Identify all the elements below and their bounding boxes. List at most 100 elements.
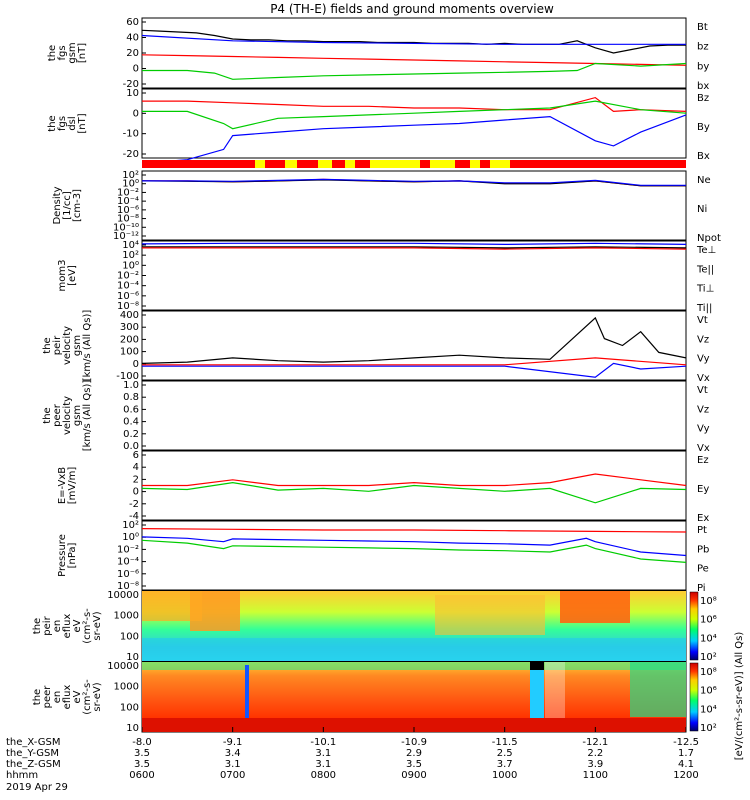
y-tick-label: 0.0 <box>123 441 139 452</box>
x-axis-row-label: the_Z-GSM <box>6 759 61 770</box>
y-axis-label: the <box>32 689 43 705</box>
legend-entry: Ti|| <box>696 303 712 314</box>
colorbar-tick-label: 10⁸ <box>700 667 717 678</box>
ion-spectrogram <box>142 591 686 661</box>
x-axis-value: -8.0 <box>132 737 152 748</box>
x-axis-value: 3.4 <box>225 748 241 759</box>
y-tick-label: 2 <box>133 474 139 485</box>
series-line-Npot <box>142 178 686 186</box>
y-tick-label: 4 <box>133 462 139 473</box>
series-line-Ey <box>141 481 687 504</box>
y-axis-label: the <box>42 337 53 353</box>
colorbar-ions <box>689 591 699 661</box>
y-axis-label: fgs <box>57 45 68 60</box>
y-tick-label: 10⁻⁸ <box>117 214 139 225</box>
y-tick-label: 10⁻⁸ <box>117 581 139 592</box>
legend-entry: Ex <box>697 513 709 524</box>
y-axis-label: (cm²-s- <box>82 608 93 644</box>
legend-entry: Vy <box>697 354 710 365</box>
y-tick-label: 10⁻² <box>117 271 139 282</box>
legend-entry: Bt <box>697 22 708 33</box>
x-axis-row-label: hhmm <box>6 770 38 781</box>
y-axis-label: gsm <box>72 335 83 356</box>
legend-entry: Vy <box>697 424 710 435</box>
y-tick-label: 200 <box>120 334 139 345</box>
chart-title: P4 (TH-E) fields and ground moments over… <box>270 2 554 16</box>
panel-frame <box>141 310 687 381</box>
series-line-Ti⊥ <box>141 242 687 246</box>
x-axis-value: 2.9 <box>406 748 422 759</box>
y-tick-label: 0.8 <box>123 392 139 403</box>
x-axis-value: 3.5 <box>134 759 150 770</box>
y-axis-label: [nT] <box>77 43 88 63</box>
x-axis-value: 0700 <box>220 770 245 781</box>
series-line-Vx <box>142 362 687 378</box>
y-tick-label: 10⁻⁴ <box>117 557 139 568</box>
legend-entry: Pb <box>697 544 709 555</box>
series-line-Te⊥ <box>142 247 687 250</box>
legend-entry: By <box>697 122 710 133</box>
y-axis-label: [km/s (All Qs)] <box>82 380 93 452</box>
y-axis-label: peer <box>52 403 63 427</box>
y-tick-label: 300 <box>120 322 139 333</box>
y-axis-label: Density <box>52 186 63 224</box>
series-line-Pb <box>141 527 687 533</box>
y-tick-label: 10⁰ <box>122 179 139 190</box>
y-tick-label: 10⁻⁶ <box>117 291 139 302</box>
y-tick-label: 0.4 <box>123 417 139 428</box>
x-axis-value: 2.5 <box>497 748 513 759</box>
y-axis-label: [eV] <box>67 265 78 286</box>
y-tick-label: -20 <box>123 149 139 160</box>
legend-entry: Bx <box>697 151 710 162</box>
y-tick-label: 0.6 <box>123 404 139 415</box>
panel-1: 60 40 20 0 -20 the fgs gsm [nT] Bt bz by bx <box>47 17 709 92</box>
legend-entry: Npot <box>697 233 721 244</box>
colorbar-tick-label: 10² <box>700 652 717 663</box>
y-axis-label: [cm-3] <box>72 189 83 222</box>
x-axis-value: 1100 <box>583 770 608 781</box>
legend-entry: Ez <box>697 455 709 466</box>
y-axis-label: dsl <box>67 116 78 130</box>
y-axis-label: [1/cc] <box>62 191 73 220</box>
x-axis-value: 4.1 <box>678 759 694 770</box>
x-axis-value: 0600 <box>129 770 154 781</box>
x-axis-row-label: the_Y-GSM <box>6 748 59 759</box>
y-tick-label: 0.2 <box>123 429 139 440</box>
legend-entry: Ti⊥ <box>696 284 714 295</box>
y-tick-label: -20 <box>123 79 139 90</box>
y-axis-label: E=-VxB <box>57 467 68 504</box>
y-axis-label: [nT] <box>77 113 88 133</box>
panel-frame <box>141 17 687 89</box>
y-tick-label: -10 <box>123 129 139 140</box>
y-tick-label: 10⁻² <box>117 187 139 198</box>
y-tick-label: 10⁻⁶ <box>117 569 139 580</box>
y-axis-label: velocity <box>62 396 73 435</box>
y-axis-label: peer <box>42 685 53 709</box>
y-tick-label: 10⁻⁸ <box>117 301 139 312</box>
series-line-Te|| <box>142 246 687 249</box>
x-axis-value: -12.1 <box>582 737 608 748</box>
legend-entry: Vz <box>697 404 709 415</box>
legend-entry: Ni <box>697 204 707 215</box>
panel-2: 10 0 -10 -20 the fgs dsl [nT] Bz By Bx <box>47 88 710 164</box>
y-tick-label: 0 <box>133 359 139 370</box>
legend-entry: Vt <box>697 315 708 326</box>
y-axis-label: peir <box>52 335 63 355</box>
y-axis-label: Pressure <box>57 534 68 577</box>
y-axis-label: eflux <box>62 685 73 710</box>
x-axis-value: 3.9 <box>587 759 603 770</box>
colorbar-ticks: 10⁸ 10⁶ 10⁴ 10² 10⁸ 10⁶ 10⁴ 10² <box>700 596 717 734</box>
y-axis-label: eflux <box>62 614 73 639</box>
y-tick-label: 0 <box>133 108 139 119</box>
colorbar-label: [eV/(cm²-s-sr-eV)] (All Qs) <box>734 632 745 761</box>
x-axis-value: -10.9 <box>401 737 427 748</box>
y-tick-label: 6 <box>133 450 139 461</box>
y-tick-label: 10000 <box>107 590 139 601</box>
y-tick-label: 10⁴ <box>122 240 139 251</box>
panel-7: 642 0-2-4 E=-VxB [mV/m] Ez Ey Ex <box>57 450 709 524</box>
series-line-bx <box>141 34 686 45</box>
colorbar-tick-label: 10² <box>700 723 717 734</box>
